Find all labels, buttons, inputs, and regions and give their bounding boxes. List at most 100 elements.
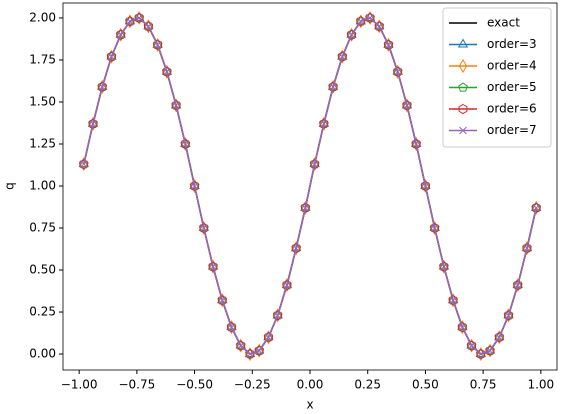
data-point (162, 66, 172, 77)
legend-label: order=6 (487, 102, 537, 116)
data-point (180, 138, 190, 150)
data-point (153, 39, 163, 50)
x-axis-label: x (306, 398, 313, 412)
data-point (513, 281, 522, 289)
data-point (494, 332, 504, 343)
plot-area (78, 10, 542, 362)
data-point (226, 321, 237, 331)
data-point (384, 40, 393, 49)
data-point (208, 261, 218, 272)
data-point (264, 332, 273, 343)
data-point (440, 262, 448, 271)
x-tick-label: −1.00 (61, 378, 98, 392)
data-point (125, 16, 135, 27)
legend-label: order=3 (487, 37, 537, 51)
data-point (199, 224, 208, 232)
data-point (273, 311, 282, 320)
data-point (503, 309, 514, 319)
data-point (98, 82, 107, 91)
data-point (152, 38, 163, 48)
data-point (126, 17, 134, 26)
data-point (337, 51, 347, 62)
x-tick-label: −0.50 (176, 378, 213, 392)
data-point (134, 12, 144, 24)
data-point (532, 203, 541, 212)
data-point (199, 222, 209, 234)
data-point (430, 222, 440, 234)
data-point (217, 295, 227, 306)
data-point (245, 348, 255, 360)
data-point (522, 243, 532, 254)
y-tick-label: 0.00 (29, 347, 56, 361)
series-line (83, 17, 537, 355)
data-point (283, 281, 291, 289)
data-point (144, 22, 153, 31)
data-point (254, 344, 265, 354)
x-tick-label: −0.75 (118, 378, 155, 392)
data-point (504, 310, 513, 321)
data-point (447, 294, 459, 304)
legend-marker (458, 82, 468, 92)
data-point (374, 21, 384, 32)
data-point (190, 180, 199, 192)
data-point (365, 12, 375, 24)
data-point (356, 17, 365, 26)
data-point (254, 345, 264, 356)
data-point (467, 341, 476, 350)
data-point (328, 81, 338, 92)
x-tick-label: −0.25 (234, 378, 271, 392)
y-tick-label: 1.00 (29, 178, 56, 192)
data-point (227, 322, 236, 333)
data-point (412, 140, 421, 148)
data-point (504, 311, 513, 320)
data-point (403, 101, 411, 110)
data-point (494, 331, 505, 341)
data-point (347, 29, 356, 40)
data-point (163, 67, 171, 76)
data-point (291, 243, 301, 254)
data-point (458, 323, 467, 332)
data-point (393, 66, 403, 77)
x-tick-label: 0.00 (297, 378, 324, 392)
data-point (292, 244, 301, 253)
data-point (457, 322, 467, 333)
data-point (364, 11, 376, 21)
data-point (347, 30, 356, 39)
legend-marker (458, 59, 468, 73)
data-point (78, 158, 89, 168)
data-point (133, 11, 145, 21)
data-point (366, 14, 374, 22)
data-point (466, 339, 477, 349)
data-point (301, 203, 310, 212)
x-tick-label: 0.50 (412, 378, 439, 392)
data-point (485, 345, 495, 356)
y-tick-label: 1.25 (29, 136, 56, 150)
legend-label: order=7 (487, 123, 537, 137)
data-point (523, 244, 531, 253)
legend-label: order=5 (487, 80, 537, 94)
data-point (235, 339, 246, 349)
legend-marker (458, 103, 468, 115)
x-tick-label: 1.00 (527, 378, 554, 392)
data-point (486, 346, 494, 355)
data-point (513, 280, 523, 291)
y-tick-label: 0.25 (29, 305, 56, 319)
data-point (484, 344, 496, 354)
data-point (476, 348, 486, 360)
data-point (476, 350, 485, 358)
x-tick-label: 0.75 (470, 378, 497, 392)
data-point (457, 321, 468, 331)
data-point (153, 40, 162, 49)
data-point (218, 296, 227, 305)
data-point (181, 140, 190, 148)
data-point (79, 159, 89, 170)
data-point (227, 323, 236, 332)
data-point (375, 22, 384, 31)
data-point (236, 341, 245, 350)
data-point (272, 309, 283, 319)
data-point (430, 224, 439, 232)
data-point (384, 39, 393, 50)
data-point (209, 262, 217, 271)
